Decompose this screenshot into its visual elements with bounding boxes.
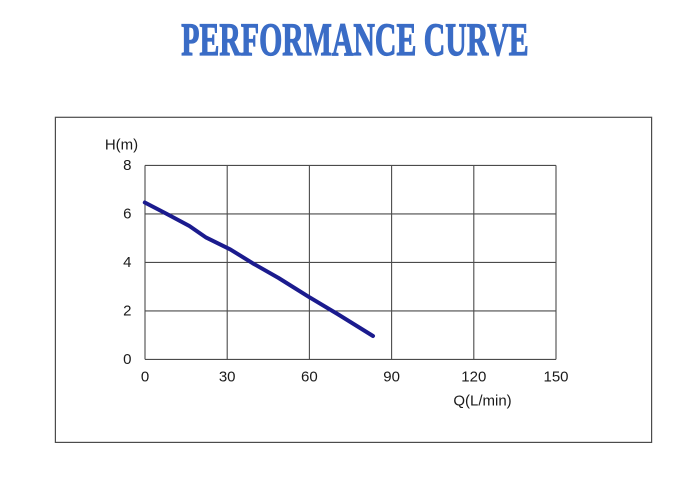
- svg-text:90: 90: [383, 368, 400, 385]
- svg-text:0: 0: [141, 368, 149, 385]
- svg-text:H(m): H(m): [105, 137, 138, 154]
- svg-text:4: 4: [123, 254, 131, 271]
- svg-text:30: 30: [219, 368, 236, 385]
- svg-text:Q(L/min): Q(L/min): [453, 393, 511, 410]
- svg-text:6: 6: [123, 206, 131, 223]
- svg-text:120: 120: [461, 368, 486, 385]
- svg-text:60: 60: [301, 368, 318, 385]
- svg-text:8: 8: [123, 157, 131, 174]
- svg-text:0: 0: [123, 351, 131, 368]
- svg-text:2: 2: [123, 303, 131, 320]
- svg-text:150: 150: [543, 368, 568, 385]
